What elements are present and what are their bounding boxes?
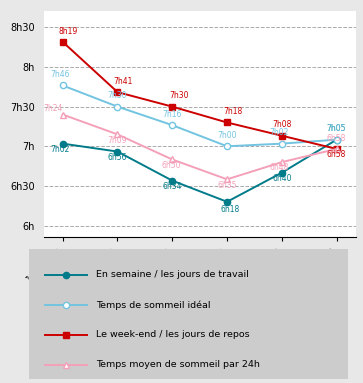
Text: 7h18: 7h18 [223, 107, 242, 116]
Text: 6h48: 6h48 [269, 164, 289, 172]
Text: En semaine / les jours de travail: En semaine / les jours de travail [96, 270, 249, 280]
Text: 6h58: 6h58 [327, 150, 346, 159]
Text: 7h02: 7h02 [269, 128, 289, 137]
Text: 6h58: 6h58 [327, 134, 346, 142]
Text: 6h18: 6h18 [220, 205, 239, 214]
Text: Temps de sommeil idéal: Temps de sommeil idéal [96, 300, 211, 310]
Text: 6h40: 6h40 [272, 174, 291, 183]
Text: 7h08: 7h08 [272, 120, 291, 129]
Text: 7h30: 7h30 [108, 91, 127, 100]
Text: 8h19: 8h19 [58, 26, 78, 36]
Text: 7h41: 7h41 [113, 77, 132, 86]
Text: 7h24: 7h24 [43, 104, 62, 113]
Text: 7h05: 7h05 [327, 124, 346, 133]
Text: 7h46: 7h46 [50, 70, 70, 79]
Text: Temps moyen de sommeil par 24h: Temps moyen de sommeil par 24h [96, 360, 260, 369]
Text: 6h34: 6h34 [163, 182, 182, 191]
Text: 6h35: 6h35 [217, 181, 237, 190]
Text: 7h09: 7h09 [108, 136, 127, 145]
Text: 7h30: 7h30 [169, 91, 189, 100]
Text: 7h02: 7h02 [50, 145, 70, 154]
Text: 7h16: 7h16 [163, 110, 182, 119]
Text: 7h05: 7h05 [327, 124, 346, 133]
Text: 6h56: 6h56 [108, 153, 127, 162]
Text: 6h50: 6h50 [162, 161, 181, 170]
Text: Le week-end / les jours de repos: Le week-end / les jours de repos [96, 331, 250, 339]
Text: 7h00: 7h00 [217, 131, 237, 140]
